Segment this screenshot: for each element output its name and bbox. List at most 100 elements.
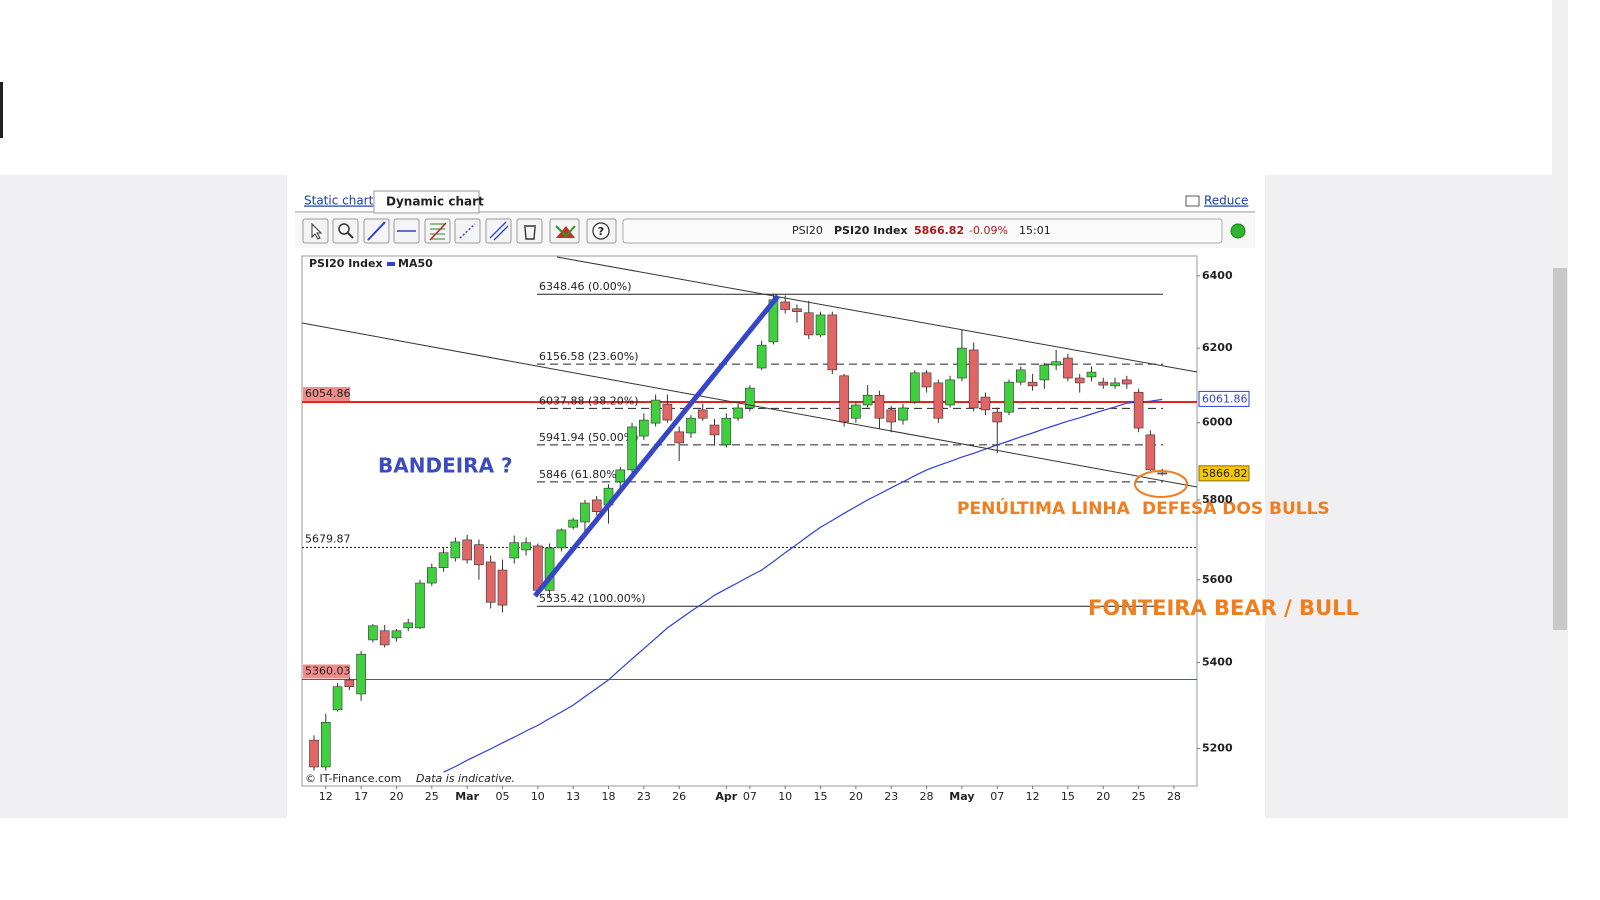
candle-body	[1086, 371, 1097, 378]
tool-channel[interactable]	[454, 218, 481, 244]
tool-zoom[interactable]	[332, 218, 359, 244]
fib-label: 6156.58 (23.60%)	[539, 350, 639, 363]
candle-body	[309, 739, 319, 768]
candle-body	[1074, 377, 1085, 384]
candle-body	[650, 399, 661, 424]
icon	[459, 223, 476, 239]
legend-ma: MA50	[398, 257, 433, 270]
x-tick-label: 28	[1167, 790, 1181, 803]
disclaimer: Data is indicative.	[416, 772, 515, 785]
candle-body	[674, 431, 684, 444]
x-tick-label: 17	[354, 790, 368, 803]
y-tick-label: 6400	[1202, 269, 1233, 282]
candle-body	[356, 653, 366, 695]
candle-body	[968, 349, 979, 409]
reduce-icon[interactable]	[1185, 195, 1200, 207]
candle-body	[792, 308, 802, 312]
status-light	[1230, 223, 1246, 239]
annotation: PENÚLTIMA LINHA	[957, 497, 1131, 519]
ma-value: 6061.86	[1202, 392, 1248, 405]
icon	[430, 223, 445, 240]
y-tick-label: 5600	[1202, 573, 1233, 586]
candle-body	[862, 394, 873, 406]
price-box	[1198, 465, 1250, 482]
candle-body	[438, 552, 449, 568]
candle-body	[1145, 434, 1156, 471]
candle-body	[851, 404, 861, 419]
candle-body	[662, 403, 673, 421]
level-label-box	[303, 387, 350, 402]
candle-body	[945, 379, 955, 406]
candle-body	[1051, 361, 1061, 366]
icon	[347, 232, 354, 239]
price-value: 5866.82	[1202, 467, 1248, 480]
candle-body	[921, 372, 932, 388]
candle-body	[992, 411, 1003, 423]
level-label: 5360.03	[305, 664, 351, 677]
annotation: BANDEIRA ?	[378, 454, 513, 478]
candle-body	[874, 394, 885, 419]
candle-body	[391, 630, 402, 639]
channel-upper	[556, 256, 1198, 373]
x-tick-label: 15	[1061, 790, 1075, 803]
candle-body	[379, 630, 390, 646]
candle-body	[556, 529, 567, 549]
ticker-time: 15:01	[1019, 224, 1051, 237]
ticker-symbol: PSI20	[792, 224, 823, 237]
candle-body	[827, 314, 838, 371]
x-tick-label: 10	[531, 790, 545, 803]
tab-dynamic[interactable]: Dynamic chart	[386, 195, 484, 209]
x-tick-label: 23	[884, 790, 898, 803]
flagpole-line	[533, 294, 780, 598]
icon	[555, 225, 576, 238]
ma-line	[443, 398, 1163, 773]
tab-frame	[373, 190, 480, 214]
candle-body	[497, 569, 508, 606]
plot-area	[301, 255, 1198, 787]
x-tick-label: Apr	[715, 790, 737, 803]
candle-body	[403, 622, 414, 629]
annotation: FONTEIRA BEAR / BULL	[1088, 596, 1359, 620]
candle-body	[1015, 369, 1026, 383]
candle-body	[639, 419, 649, 437]
x-tick-label: 12	[319, 790, 333, 803]
candle-body	[462, 539, 472, 561]
candle-body	[803, 312, 814, 336]
reduce-link[interactable]: Reduce	[1204, 194, 1248, 208]
candle-body	[686, 417, 696, 434]
level-label: 6054.86	[305, 387, 351, 400]
tool-delete[interactable]	[516, 218, 543, 244]
candle-body	[485, 561, 496, 603]
candle-body	[450, 541, 461, 559]
candle-body	[909, 372, 920, 403]
ticker-name: PSI20 Index	[834, 224, 908, 237]
candle-body	[1004, 381, 1014, 413]
candle-body	[957, 347, 967, 379]
x-tick-label: 25	[1132, 790, 1146, 803]
candle-body	[320, 722, 331, 768]
candle-body	[721, 417, 732, 446]
candle-body	[1063, 357, 1073, 379]
fib-label: 5941.94 (50.00%)	[539, 431, 639, 444]
icon	[311, 222, 323, 240]
x-tick-label: 23	[637, 790, 651, 803]
icon	[338, 223, 350, 235]
scrollbar-thumb[interactable]	[1553, 268, 1567, 630]
candle-body	[368, 625, 378, 641]
x-tick-label: 10	[778, 790, 792, 803]
fib-label: 5535.42 (100.00%)	[539, 592, 646, 605]
level-label-box	[303, 664, 350, 679]
candle-body	[332, 686, 343, 711]
icon	[592, 222, 610, 240]
candle-body	[780, 301, 791, 310]
candle-body	[886, 409, 897, 423]
candle-body	[521, 542, 531, 551]
candle-body	[1157, 472, 1167, 475]
candle-body	[1122, 379, 1132, 385]
tool-parallel[interactable]	[485, 218, 512, 244]
fib-label: 5846 (61.80%)	[539, 468, 621, 481]
tab-static[interactable]: Static chart	[304, 194, 374, 208]
candle-body	[815, 314, 826, 336]
